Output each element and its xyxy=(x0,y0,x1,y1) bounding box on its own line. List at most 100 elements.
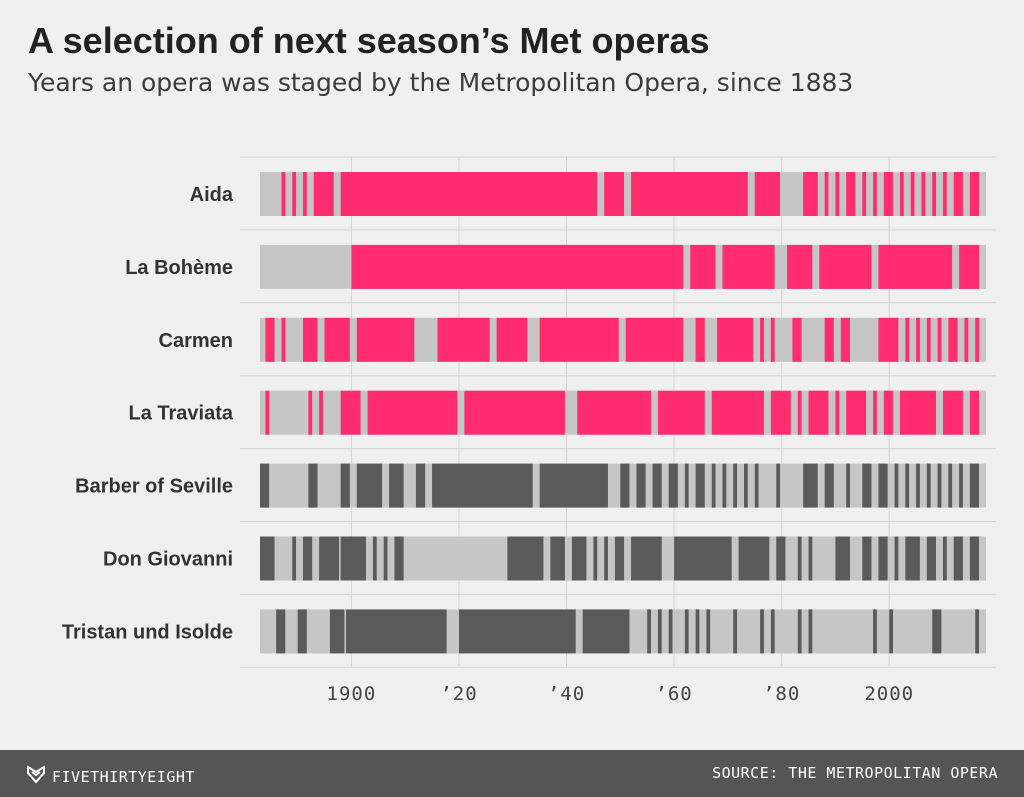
row-label: La Traviata xyxy=(128,403,233,425)
staged-bar xyxy=(937,317,942,362)
fivethirtyeight-logo-icon xyxy=(26,764,46,789)
staged-bar xyxy=(969,172,980,216)
staged-bar xyxy=(926,536,936,581)
row-label: Carmen xyxy=(159,330,233,352)
opera-rows: Aida La Bohème Carmen La Traviata Barber of … xyxy=(62,172,986,654)
staged-bar xyxy=(754,172,781,216)
staged-bar xyxy=(292,536,297,581)
staged-bar xyxy=(905,463,910,508)
staged-bar xyxy=(303,536,313,581)
staged-bar xyxy=(846,172,856,216)
row-label: Barber of Seville xyxy=(75,476,233,498)
staged-bar xyxy=(803,463,818,508)
staged-bar xyxy=(824,172,829,216)
staged-bar xyxy=(276,609,286,654)
staged-bar xyxy=(722,463,727,508)
staged-bar xyxy=(340,463,350,508)
staged-bar xyxy=(846,463,850,508)
staged-bar xyxy=(910,172,915,216)
staged-bar xyxy=(840,317,850,362)
staged-bar xyxy=(964,317,969,362)
staged-bar xyxy=(313,172,334,216)
tick-label-1980: ’80 xyxy=(763,683,800,705)
staged-bar xyxy=(899,172,904,216)
tick-label-2000: 2000 xyxy=(864,683,914,705)
staged-bar xyxy=(969,390,980,435)
staged-bar xyxy=(437,317,490,362)
staged-bar xyxy=(636,463,646,508)
staged-bar xyxy=(846,390,867,435)
staged-bar xyxy=(969,536,980,581)
staged-bar xyxy=(942,390,963,435)
staged-bar xyxy=(738,536,770,581)
staged-bar xyxy=(652,463,662,508)
staged-bar xyxy=(905,536,920,581)
staged-bar xyxy=(647,609,651,654)
staged-bar xyxy=(776,463,781,508)
staged-bar xyxy=(711,463,716,508)
staged-bar xyxy=(260,463,270,508)
staged-bar xyxy=(969,463,980,508)
staged-bar xyxy=(733,463,738,508)
staged-bar xyxy=(916,463,920,508)
staged-bar xyxy=(496,317,528,362)
staged-bar xyxy=(571,536,587,581)
staged-bar xyxy=(684,463,689,508)
staged-bar xyxy=(340,390,361,435)
tick-label-1940: ’40 xyxy=(548,683,585,705)
staged-bar xyxy=(625,317,684,362)
staged-bar xyxy=(733,609,738,654)
staged-bar xyxy=(260,536,275,581)
staged-bar xyxy=(878,317,899,362)
staged-bar xyxy=(959,244,980,289)
staged-bar xyxy=(432,463,533,508)
staged-bar xyxy=(582,609,630,654)
staged-bar xyxy=(878,536,888,581)
staged-bar xyxy=(787,244,813,289)
staged-bar xyxy=(308,463,318,508)
staged-bar xyxy=(835,390,840,435)
staged-bar xyxy=(265,390,270,435)
staged-bar xyxy=(975,609,980,654)
row-don-giovanni: Don Giovanni xyxy=(103,536,986,581)
staged-bar xyxy=(797,390,802,435)
staged-bar xyxy=(797,609,802,654)
staged-bar xyxy=(631,172,748,216)
staged-bar xyxy=(281,172,286,216)
brand-name: FIVETHIRTYEIGHT xyxy=(52,767,195,786)
brand[interactable]: FIVETHIRTYEIGHT xyxy=(26,764,195,789)
staged-bar xyxy=(324,317,350,362)
staged-bar xyxy=(319,390,323,435)
staged-bar xyxy=(604,536,608,581)
staged-bar xyxy=(942,536,947,581)
staged-bar xyxy=(862,172,867,216)
staged-bar xyxy=(948,317,958,362)
staged-bar xyxy=(281,317,286,362)
row-aida: Aida xyxy=(190,172,986,216)
staged-bar xyxy=(873,609,877,654)
staged-bar xyxy=(835,536,850,581)
row-barber-of-seville: Barber of Seville xyxy=(75,463,986,508)
staged-bar xyxy=(926,317,931,362)
staged-bar xyxy=(346,609,447,654)
staged-bar xyxy=(695,463,705,508)
source-note: SOURCE: THE METROPOLITAN OPERA xyxy=(712,764,998,782)
staged-bar xyxy=(754,463,759,508)
staged-bar xyxy=(604,172,625,216)
staged-bar xyxy=(760,609,764,654)
staged-bar xyxy=(539,317,619,362)
staged-bar xyxy=(770,609,775,654)
staged-bar xyxy=(372,536,377,581)
staged-bar xyxy=(657,390,705,435)
staged-bar xyxy=(674,536,732,581)
staged-bar xyxy=(937,463,942,508)
staged-bar xyxy=(803,172,818,216)
staged-bar xyxy=(539,463,608,508)
staged-bar xyxy=(744,463,748,508)
staged-bar xyxy=(942,172,947,216)
staged-bar xyxy=(797,536,802,581)
staged-bar xyxy=(975,317,980,362)
staged-bar xyxy=(948,463,953,508)
staged-bar xyxy=(695,609,700,654)
staged-bar xyxy=(894,463,899,508)
